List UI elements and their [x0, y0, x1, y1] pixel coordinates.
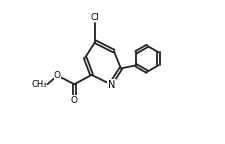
Text: N: N [108, 80, 115, 90]
Text: Cl: Cl [91, 13, 100, 22]
Text: CH₃: CH₃ [31, 80, 47, 89]
Text: O: O [71, 96, 78, 105]
Text: O: O [54, 71, 61, 80]
